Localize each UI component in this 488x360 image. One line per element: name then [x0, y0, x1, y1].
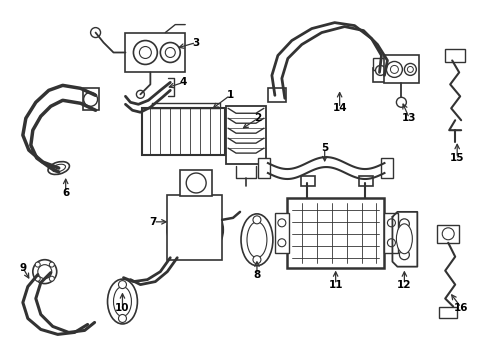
Circle shape: [389, 66, 398, 73]
Circle shape: [35, 276, 40, 281]
Text: 10: 10: [115, 302, 129, 312]
FancyBboxPatch shape: [258, 158, 269, 178]
Circle shape: [396, 97, 406, 107]
FancyBboxPatch shape: [358, 176, 372, 186]
Text: 3: 3: [192, 37, 200, 48]
Circle shape: [404, 63, 415, 75]
Text: 1: 1: [226, 90, 233, 100]
FancyBboxPatch shape: [384, 213, 398, 253]
Ellipse shape: [241, 214, 272, 266]
Circle shape: [375, 66, 385, 75]
Ellipse shape: [52, 164, 65, 172]
FancyBboxPatch shape: [444, 49, 464, 62]
Circle shape: [186, 173, 206, 193]
Text: 5: 5: [321, 143, 327, 153]
Ellipse shape: [48, 162, 69, 175]
Text: 7: 7: [149, 217, 157, 227]
Text: 13: 13: [401, 113, 416, 123]
Circle shape: [252, 216, 261, 224]
Circle shape: [252, 256, 261, 264]
Circle shape: [35, 262, 40, 267]
FancyBboxPatch shape: [286, 198, 384, 268]
Circle shape: [399, 250, 408, 260]
Text: 12: 12: [396, 280, 411, 289]
Circle shape: [386, 239, 395, 247]
FancyBboxPatch shape: [372, 58, 387, 71]
Circle shape: [177, 212, 213, 248]
Circle shape: [180, 248, 186, 253]
FancyBboxPatch shape: [167, 195, 222, 260]
FancyBboxPatch shape: [267, 88, 285, 102]
Circle shape: [167, 202, 223, 258]
FancyBboxPatch shape: [438, 306, 456, 319]
Circle shape: [216, 227, 222, 233]
Circle shape: [386, 62, 402, 77]
Circle shape: [83, 92, 98, 106]
Text: 2: 2: [254, 113, 261, 123]
Circle shape: [165, 48, 175, 58]
Circle shape: [38, 265, 52, 279]
Text: 14: 14: [332, 103, 346, 113]
Text: 15: 15: [449, 153, 464, 163]
Circle shape: [133, 41, 157, 64]
Circle shape: [407, 67, 412, 72]
Circle shape: [139, 46, 151, 58]
Circle shape: [441, 228, 453, 240]
Circle shape: [277, 239, 285, 247]
Ellipse shape: [396, 224, 411, 254]
Circle shape: [160, 42, 180, 62]
Circle shape: [399, 219, 408, 229]
FancyBboxPatch shape: [225, 106, 265, 164]
Circle shape: [386, 219, 395, 227]
FancyBboxPatch shape: [381, 158, 393, 178]
Text: 9: 9: [19, 263, 26, 273]
Text: 6: 6: [62, 188, 69, 198]
Circle shape: [33, 260, 57, 284]
Circle shape: [118, 315, 126, 323]
Ellipse shape: [246, 222, 266, 258]
Ellipse shape: [113, 287, 131, 316]
Circle shape: [203, 248, 210, 253]
Circle shape: [136, 90, 144, 98]
Circle shape: [187, 222, 203, 238]
Text: 8: 8: [253, 270, 260, 280]
FancyBboxPatch shape: [274, 213, 288, 253]
Circle shape: [49, 276, 54, 281]
Circle shape: [180, 206, 186, 212]
FancyBboxPatch shape: [125, 32, 185, 72]
Circle shape: [203, 206, 210, 212]
Text: 4: 4: [179, 77, 186, 87]
FancyBboxPatch shape: [436, 225, 458, 243]
Circle shape: [168, 227, 174, 233]
FancyBboxPatch shape: [372, 68, 387, 82]
FancyBboxPatch shape: [180, 170, 212, 196]
FancyBboxPatch shape: [142, 108, 224, 155]
Circle shape: [277, 219, 285, 227]
Circle shape: [49, 262, 54, 267]
Circle shape: [90, 28, 101, 37]
Ellipse shape: [107, 279, 137, 324]
Text: 11: 11: [328, 280, 342, 289]
Circle shape: [118, 280, 126, 289]
Text: 16: 16: [453, 302, 468, 312]
FancyBboxPatch shape: [384, 55, 419, 84]
FancyBboxPatch shape: [82, 88, 99, 110]
FancyBboxPatch shape: [300, 176, 314, 186]
